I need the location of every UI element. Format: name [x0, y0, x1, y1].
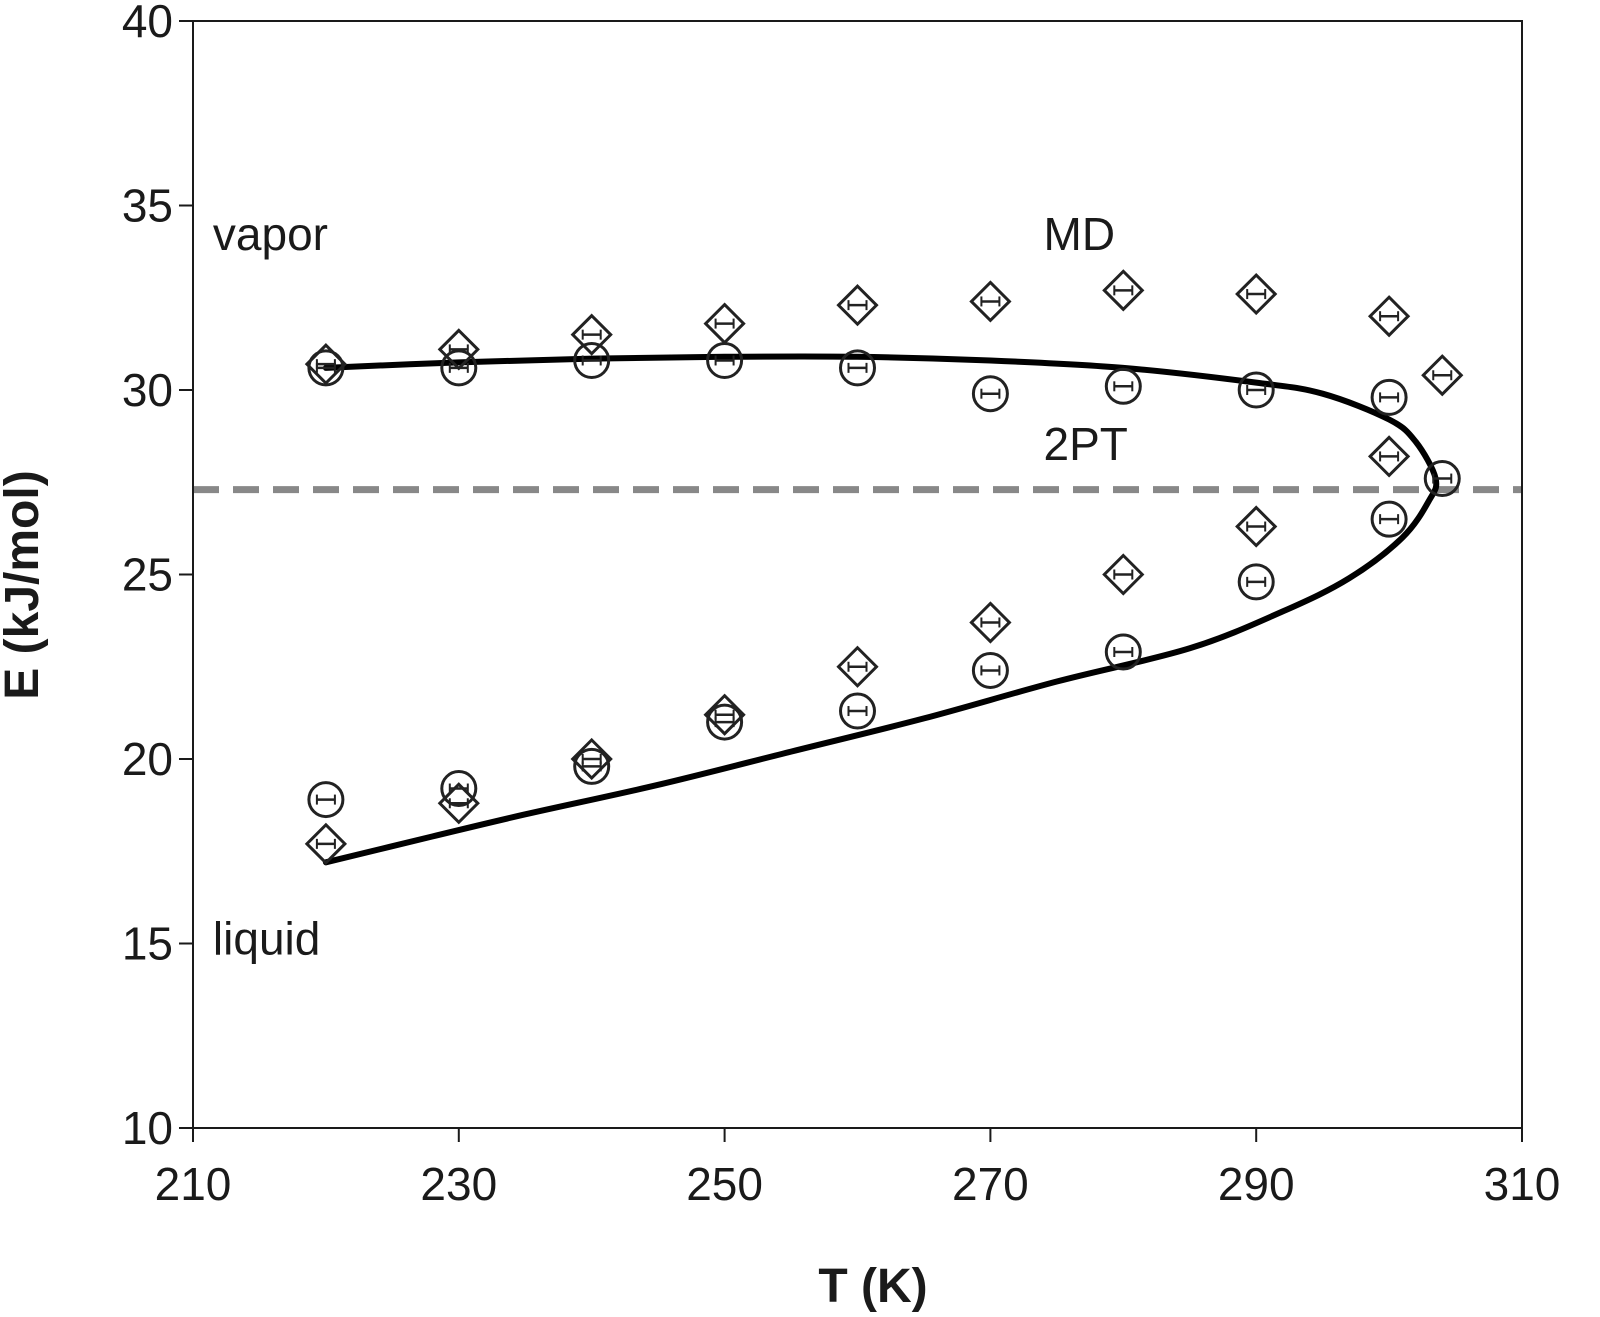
- y-axis-title: E (kJ/mol): [0, 470, 49, 699]
- y-tick-label: 10: [122, 1102, 173, 1154]
- 2pt-circle-point: [839, 349, 876, 387]
- x-tick-label: 270: [952, 1158, 1029, 1210]
- text-layer: T (K) E (kJ/mol) vapor MD 2PT liquid: [0, 208, 1128, 1313]
- x-tick-label: 210: [155, 1158, 232, 1210]
- x-axis-title: T (K): [818, 1260, 927, 1313]
- md-diamond-point: [1102, 269, 1145, 312]
- annotation-vapor: vapor: [213, 208, 328, 260]
- 2pt-circle-point: [307, 781, 345, 819]
- 2pt-circle-point: [706, 341, 744, 379]
- md-diamond-point: [1367, 295, 1411, 338]
- md-diamond-point: [1235, 272, 1278, 316]
- md-diamond-point: [969, 601, 1012, 644]
- 2pt-circle-point: [1423, 460, 1461, 498]
- x-tick-label: 310: [1484, 1158, 1561, 1210]
- 2pt-circle-point: [1104, 633, 1142, 671]
- md-diamond-point: [703, 693, 746, 736]
- md-diamond-point: [437, 782, 480, 825]
- md-diamond-point: [1102, 553, 1145, 596]
- md-diamond-point: [570, 737, 613, 781]
- y-tick-label: 25: [122, 549, 173, 601]
- annotation-md: MD: [1044, 208, 1116, 260]
- 2pt-circle-point: [440, 349, 478, 387]
- y-tick-label: 20: [122, 733, 173, 785]
- y-tick-label: 30: [122, 364, 173, 416]
- md-diamond-point: [1235, 505, 1278, 548]
- x-tick-label: 290: [1218, 1158, 1295, 1210]
- md-diamond-point: [703, 302, 746, 345]
- md-diamond-point: [836, 284, 879, 327]
- x-tick-label: 250: [686, 1158, 763, 1210]
- 2pt-circle-point: [573, 747, 611, 785]
- axes-layer: 10 15 20 25 30 35 40 210 230 250 270 290 310: [122, 0, 1561, 1210]
- 2pt-circle-point: [1104, 367, 1142, 405]
- 2pt-circle-point: [971, 651, 1009, 689]
- 2pt-circle-point: [971, 375, 1009, 413]
- md-diamond-point: [969, 280, 1012, 323]
- md-diamond-point: [304, 822, 348, 865]
- md-diamond-point: [1367, 435, 1411, 478]
- 2pt-circle-point: [307, 349, 345, 387]
- 2pt-circle-point: [1370, 500, 1408, 538]
- annotation-liquid: liquid: [213, 913, 320, 965]
- marker-layer: [304, 269, 1464, 865]
- 2pt-circle-point: [440, 770, 478, 808]
- fit-curve-layer: [322, 353, 1440, 866]
- 2pt-circle-point: [573, 341, 611, 379]
- 2pt-circle-point: [1237, 563, 1275, 601]
- md-diamond-point: [836, 645, 879, 688]
- y-tick-label: 35: [122, 180, 173, 232]
- 2pt-circle-point: [1237, 371, 1275, 409]
- 2pt-circle-point: [706, 703, 744, 741]
- x-tick-label: 230: [420, 1158, 497, 1210]
- md-diamond-point: [1421, 354, 1464, 397]
- 2pt-circle-point: [839, 692, 876, 730]
- coexistence-curve: [322, 353, 1440, 866]
- plot-frame: [192, 20, 1523, 1129]
- md-diamond-point: [570, 313, 613, 356]
- y-tick-label: 40: [122, 0, 173, 47]
- y-tick-label: 15: [122, 918, 173, 970]
- 2pt-circle-point: [1370, 378, 1408, 416]
- annotation-2pt: 2PT: [1044, 418, 1128, 470]
